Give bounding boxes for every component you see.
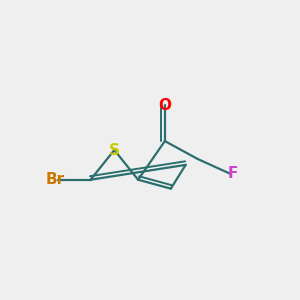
Text: S: S [109, 142, 120, 158]
Text: O: O [158, 98, 171, 113]
Text: Br: Br [45, 172, 64, 187]
Text: F: F [228, 166, 238, 181]
